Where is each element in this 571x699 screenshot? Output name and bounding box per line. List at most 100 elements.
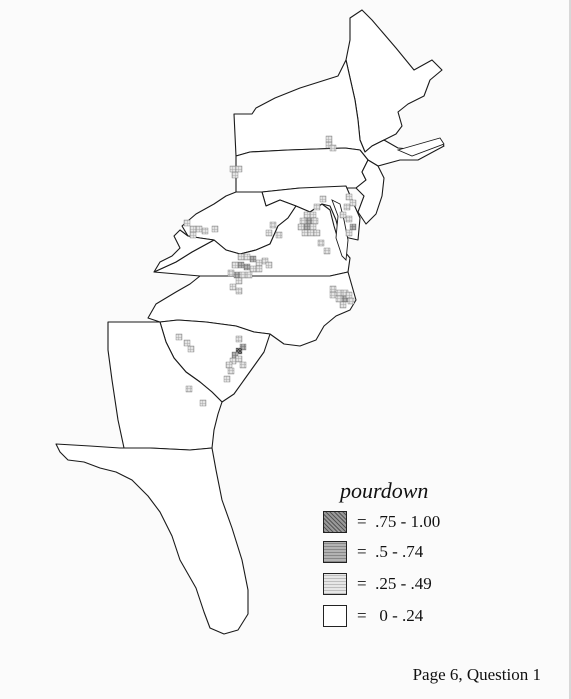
legend-label-2: = .5 - .74 — [357, 542, 424, 561]
data-cell — [225, 361, 233, 369]
data-cell — [275, 231, 283, 239]
data-cell — [239, 271, 247, 279]
data-cell — [237, 261, 245, 269]
legend-swatch-light — [323, 573, 347, 595]
page-footer: Page 6, Question 1 — [412, 665, 541, 684]
data-cell — [249, 265, 257, 273]
data-cell — [297, 223, 305, 231]
data-cell — [313, 203, 321, 211]
data-cell — [195, 225, 203, 233]
legend-label-1: = .75 - 1.00 — [357, 512, 441, 531]
data-cell — [237, 253, 245, 261]
data-cell — [265, 261, 273, 269]
legend-item-2: = .5 - .74 — [323, 540, 423, 564]
data-cell — [329, 144, 337, 152]
data-cells — [175, 135, 357, 407]
data-cell — [349, 199, 357, 207]
data-cell — [235, 355, 243, 363]
data-cell — [227, 367, 235, 375]
data-cell — [223, 375, 231, 383]
legend-item-1: = .75 - 1.00 — [323, 510, 440, 534]
data-cell — [345, 291, 353, 299]
data-cell — [307, 229, 315, 237]
data-cell — [269, 221, 277, 229]
data-cell — [199, 399, 207, 407]
data-cell — [235, 335, 243, 343]
data-cell — [189, 231, 197, 239]
data-cell — [229, 283, 237, 291]
data-cell — [309, 211, 317, 219]
data-cell — [189, 225, 197, 233]
legend-title: pourdown — [340, 478, 429, 503]
data-cell — [309, 223, 317, 231]
legend-swatch-empty — [323, 605, 347, 627]
data-cell — [345, 193, 353, 201]
data-cell — [235, 347, 243, 355]
data-cell — [233, 271, 241, 279]
data-cell — [235, 287, 243, 295]
data-cell — [255, 265, 263, 273]
state-new-jersey — [355, 159, 385, 225]
data-cell — [335, 295, 343, 303]
state-pennsylvania — [235, 147, 369, 193]
data-cell — [345, 229, 353, 237]
data-cell — [183, 339, 191, 347]
data-cell — [335, 289, 343, 297]
state-new-england — [345, 9, 443, 153]
data-cell — [329, 291, 337, 299]
data-cell — [245, 271, 253, 279]
data-cell — [175, 333, 183, 341]
data-cell — [227, 269, 235, 277]
legend-item-4: = 0 - .24 — [323, 604, 423, 628]
data-cell — [323, 247, 331, 255]
data-cell — [243, 263, 251, 271]
data-cell — [201, 227, 209, 235]
data-cell — [239, 361, 247, 369]
data-cell — [349, 223, 357, 231]
data-cell — [187, 345, 195, 353]
data-cell — [313, 229, 321, 237]
data-cell — [255, 259, 263, 267]
data-cell — [303, 211, 311, 219]
legend-swatch-dark — [323, 511, 347, 533]
data-cell — [347, 297, 355, 305]
data-cell — [301, 229, 309, 237]
data-cell — [243, 253, 251, 261]
data-cell — [231, 261, 239, 269]
data-cell — [183, 219, 191, 227]
data-cell — [319, 195, 327, 203]
legend-item-3: = .25 - .49 — [323, 572, 432, 596]
data-cell — [265, 229, 273, 237]
data-cell — [261, 257, 269, 265]
data-cell — [343, 203, 351, 211]
chesapeake-bay — [331, 199, 349, 261]
legend-swatch-mid — [323, 541, 347, 563]
data-cell — [229, 165, 237, 173]
data-cell — [185, 385, 193, 393]
data-cell — [329, 285, 337, 293]
data-cell — [325, 135, 333, 143]
data-cell — [239, 343, 247, 351]
state-north-carolina — [147, 271, 357, 347]
data-cell — [339, 301, 347, 309]
data-cell — [305, 217, 313, 225]
legend-label-3: = .25 - .49 — [357, 574, 432, 593]
legend-label-4: = 0 - .24 — [357, 606, 424, 625]
data-cell — [311, 217, 319, 225]
data-cell — [317, 239, 325, 247]
data-cell — [299, 217, 307, 225]
data-cell — [235, 277, 243, 285]
state-georgia — [107, 321, 223, 451]
data-cell — [249, 255, 257, 263]
state-kentucky — [153, 229, 215, 273]
long-island — [396, 137, 445, 157]
data-cell — [339, 211, 347, 219]
state-florida — [55, 443, 249, 635]
data-cell — [303, 223, 311, 231]
data-cell — [231, 171, 239, 179]
data-cell — [345, 215, 353, 223]
data-cell — [211, 225, 219, 233]
data-cell — [235, 165, 243, 173]
